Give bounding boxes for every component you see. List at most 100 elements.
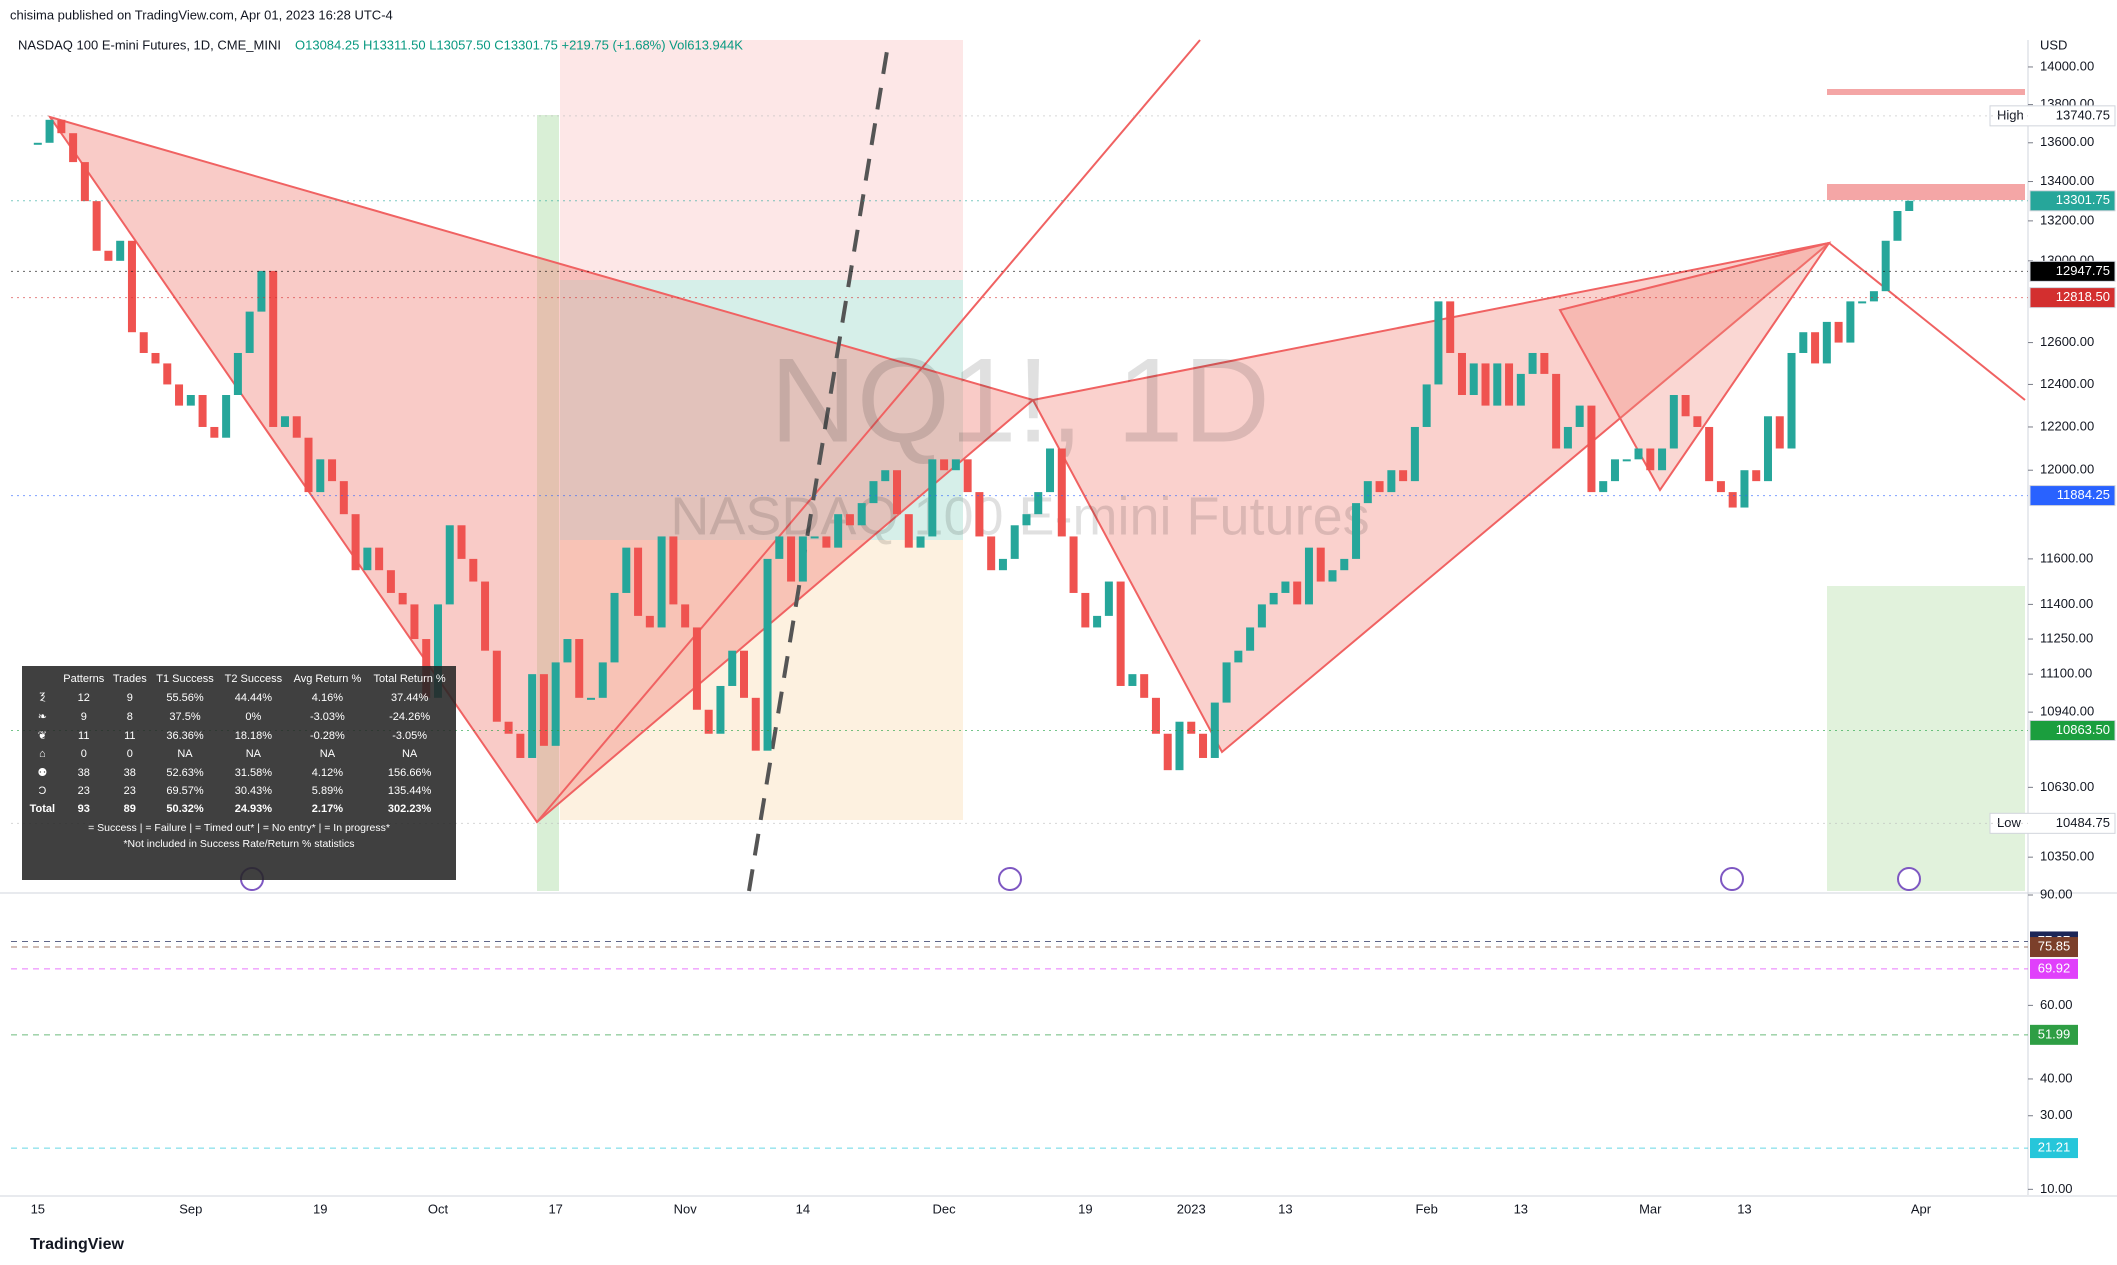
osc-badge xyxy=(2030,937,2078,958)
candle xyxy=(57,119,66,134)
candle xyxy=(1811,332,1820,364)
candle xyxy=(657,536,666,628)
candle xyxy=(1246,627,1255,651)
quote: O13084.25 H13311.50 L13057.50 C13301.75 … xyxy=(295,37,743,52)
candle xyxy=(987,536,996,571)
y-tick-label: 10940.00 xyxy=(2040,704,2094,719)
candle xyxy=(398,592,407,605)
candle xyxy=(504,721,513,734)
watermark: NQ1!, 1D xyxy=(770,334,1270,468)
candle xyxy=(316,459,325,493)
price-badge xyxy=(2029,260,2116,282)
candle xyxy=(1140,674,1149,698)
table-cell: Total xyxy=(29,803,56,815)
table-cell: 89 xyxy=(123,803,136,815)
table-cell: Trades xyxy=(112,673,147,685)
y-tick-label: 12000.00 xyxy=(2040,462,2094,477)
candle xyxy=(351,514,360,571)
candle xyxy=(1881,240,1890,292)
table-cell: 9 xyxy=(126,691,133,704)
candle xyxy=(916,536,925,548)
table-cell: 30.43% xyxy=(234,785,273,797)
candle xyxy=(845,514,854,526)
candle xyxy=(457,525,466,559)
candle xyxy=(1822,321,1831,364)
table-cell: 11 xyxy=(78,729,90,742)
osc-tick-label: 40.00 xyxy=(2040,1070,2073,1085)
candle xyxy=(893,470,902,515)
candle xyxy=(492,650,501,722)
candle xyxy=(1199,733,1208,758)
candle xyxy=(869,481,878,504)
candle xyxy=(1363,481,1372,504)
candle xyxy=(1763,416,1772,482)
table-row: ❦ 11 11 36.36% 18.18% -0.28% -3.05% xyxy=(26,726,452,745)
candle xyxy=(375,547,384,571)
osc-tick-label: 10.00 xyxy=(2040,1181,2073,1196)
candle xyxy=(1375,481,1384,493)
price-badge-label: 13301.75 xyxy=(2056,192,2110,207)
candle xyxy=(1210,702,1219,758)
candle xyxy=(787,536,796,582)
table-cell: 31.58% xyxy=(234,766,273,779)
osc-badge-label: 69.92 xyxy=(2038,960,2071,975)
candle xyxy=(127,240,136,333)
candle xyxy=(1634,448,1643,460)
event-icon[interactable] xyxy=(1720,867,1744,891)
candle xyxy=(1010,525,1019,559)
candle xyxy=(328,459,337,482)
candle xyxy=(1081,592,1090,628)
table-cell: 135.44% xyxy=(387,785,432,797)
target-band xyxy=(1827,184,2025,200)
x-tick-label: 19 xyxy=(1078,1201,1092,1216)
candle xyxy=(692,627,701,710)
candle xyxy=(1752,470,1761,482)
price-badge xyxy=(2029,190,2116,212)
table-cell: 2.17% xyxy=(311,803,343,815)
candle xyxy=(163,363,172,385)
trend-line xyxy=(1828,242,2026,401)
candle xyxy=(904,514,913,548)
candle xyxy=(728,650,737,686)
table-cell xyxy=(26,670,59,688)
event-icon[interactable] xyxy=(1897,867,1921,891)
x-tick-label: 15 xyxy=(31,1201,45,1216)
event-icon[interactable] xyxy=(998,867,1022,891)
candle xyxy=(681,604,690,628)
table-row: Ⲝ 12 9 55.56% 44.44% 4.16% 37.44% xyxy=(26,688,452,707)
candle xyxy=(1681,395,1690,417)
x-tick-label: 14 xyxy=(796,1201,810,1216)
price-badge xyxy=(1989,105,2116,127)
publisher: chisima published on TradingView.com, Ap… xyxy=(10,7,393,22)
y-tick-label: 11100.00 xyxy=(2040,666,2092,681)
table-cell: 44.44% xyxy=(234,691,273,704)
candle xyxy=(1669,395,1678,449)
candle xyxy=(1422,384,1431,427)
currency: USD xyxy=(2040,37,2067,52)
y-tick-label: 11400.00 xyxy=(2040,596,2093,611)
table-cell: 36.36% xyxy=(166,729,204,742)
candle xyxy=(410,604,419,640)
candle xyxy=(951,459,960,471)
candle xyxy=(1457,352,1466,396)
price-badge xyxy=(2029,485,2116,507)
table-cell: -0.28% xyxy=(309,729,345,742)
table-cell: 37.44% xyxy=(390,691,429,704)
table-cell: 93 xyxy=(77,803,90,815)
table-cell: 5.89% xyxy=(311,785,343,797)
y-tick-label: 12600.00 xyxy=(2040,334,2094,349)
candle xyxy=(551,662,560,746)
table-cell: 38 xyxy=(77,766,90,779)
candle xyxy=(245,311,254,353)
table-cell: 55.56% xyxy=(166,691,204,704)
candle xyxy=(1528,352,1537,374)
candle xyxy=(1705,426,1714,482)
candle xyxy=(104,250,113,261)
candle xyxy=(1057,448,1066,537)
table-cell: 0 xyxy=(80,748,87,760)
osc-badge-label: 51.99 xyxy=(2038,1026,2071,1041)
candle xyxy=(1151,697,1160,734)
table-cell: 9 xyxy=(80,710,87,723)
stats-grid: Patterns Trades T1 Success T2 Success Avg Re… xyxy=(26,670,452,818)
table-cell: 156.66% xyxy=(387,766,432,779)
